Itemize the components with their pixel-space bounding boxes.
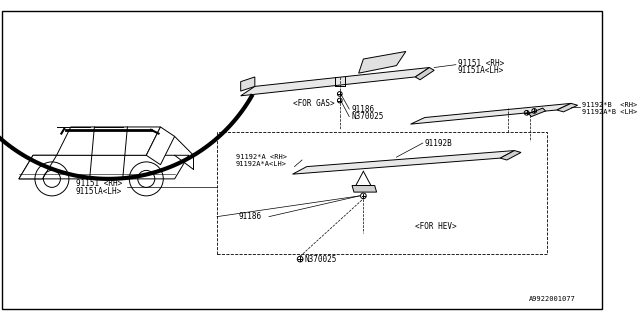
Polygon shape — [352, 186, 376, 192]
Polygon shape — [147, 127, 175, 165]
Polygon shape — [557, 103, 578, 112]
Text: 91192A*B <LH>: 91192A*B <LH> — [582, 109, 637, 115]
Polygon shape — [56, 127, 161, 155]
Text: A9922001077: A9922001077 — [529, 296, 575, 301]
Text: 91186: 91186 — [351, 105, 374, 114]
Text: 9115lA<LH>: 9115lA<LH> — [76, 187, 122, 196]
Polygon shape — [19, 155, 56, 179]
Text: 91151A<LH>: 91151A<LH> — [458, 66, 504, 75]
Text: N370025: N370025 — [305, 255, 337, 264]
Text: 91192A*A<LH>: 91192A*A<LH> — [236, 161, 287, 167]
Polygon shape — [500, 151, 521, 160]
Polygon shape — [292, 151, 515, 174]
Text: 91151 <RH>: 91151 <RH> — [76, 179, 122, 188]
Text: <FOR GAS>: <FOR GAS> — [292, 99, 334, 108]
Text: 91192B: 91192B — [425, 139, 452, 148]
Polygon shape — [529, 108, 545, 116]
Text: 91192*A <RH>: 91192*A <RH> — [236, 154, 287, 160]
Polygon shape — [241, 68, 429, 96]
Text: 91151 <RH>: 91151 <RH> — [458, 59, 504, 68]
Text: 91192*B  <RH>: 91192*B <RH> — [582, 102, 637, 108]
Text: <FOR HEV>: <FOR HEV> — [415, 221, 457, 231]
Polygon shape — [415, 68, 434, 80]
Polygon shape — [411, 103, 571, 124]
Polygon shape — [241, 77, 255, 91]
Polygon shape — [19, 155, 189, 179]
Text: 91186: 91186 — [239, 212, 262, 221]
Polygon shape — [358, 52, 406, 73]
Text: N370025: N370025 — [351, 112, 383, 121]
Bar — [217, 132, 547, 254]
